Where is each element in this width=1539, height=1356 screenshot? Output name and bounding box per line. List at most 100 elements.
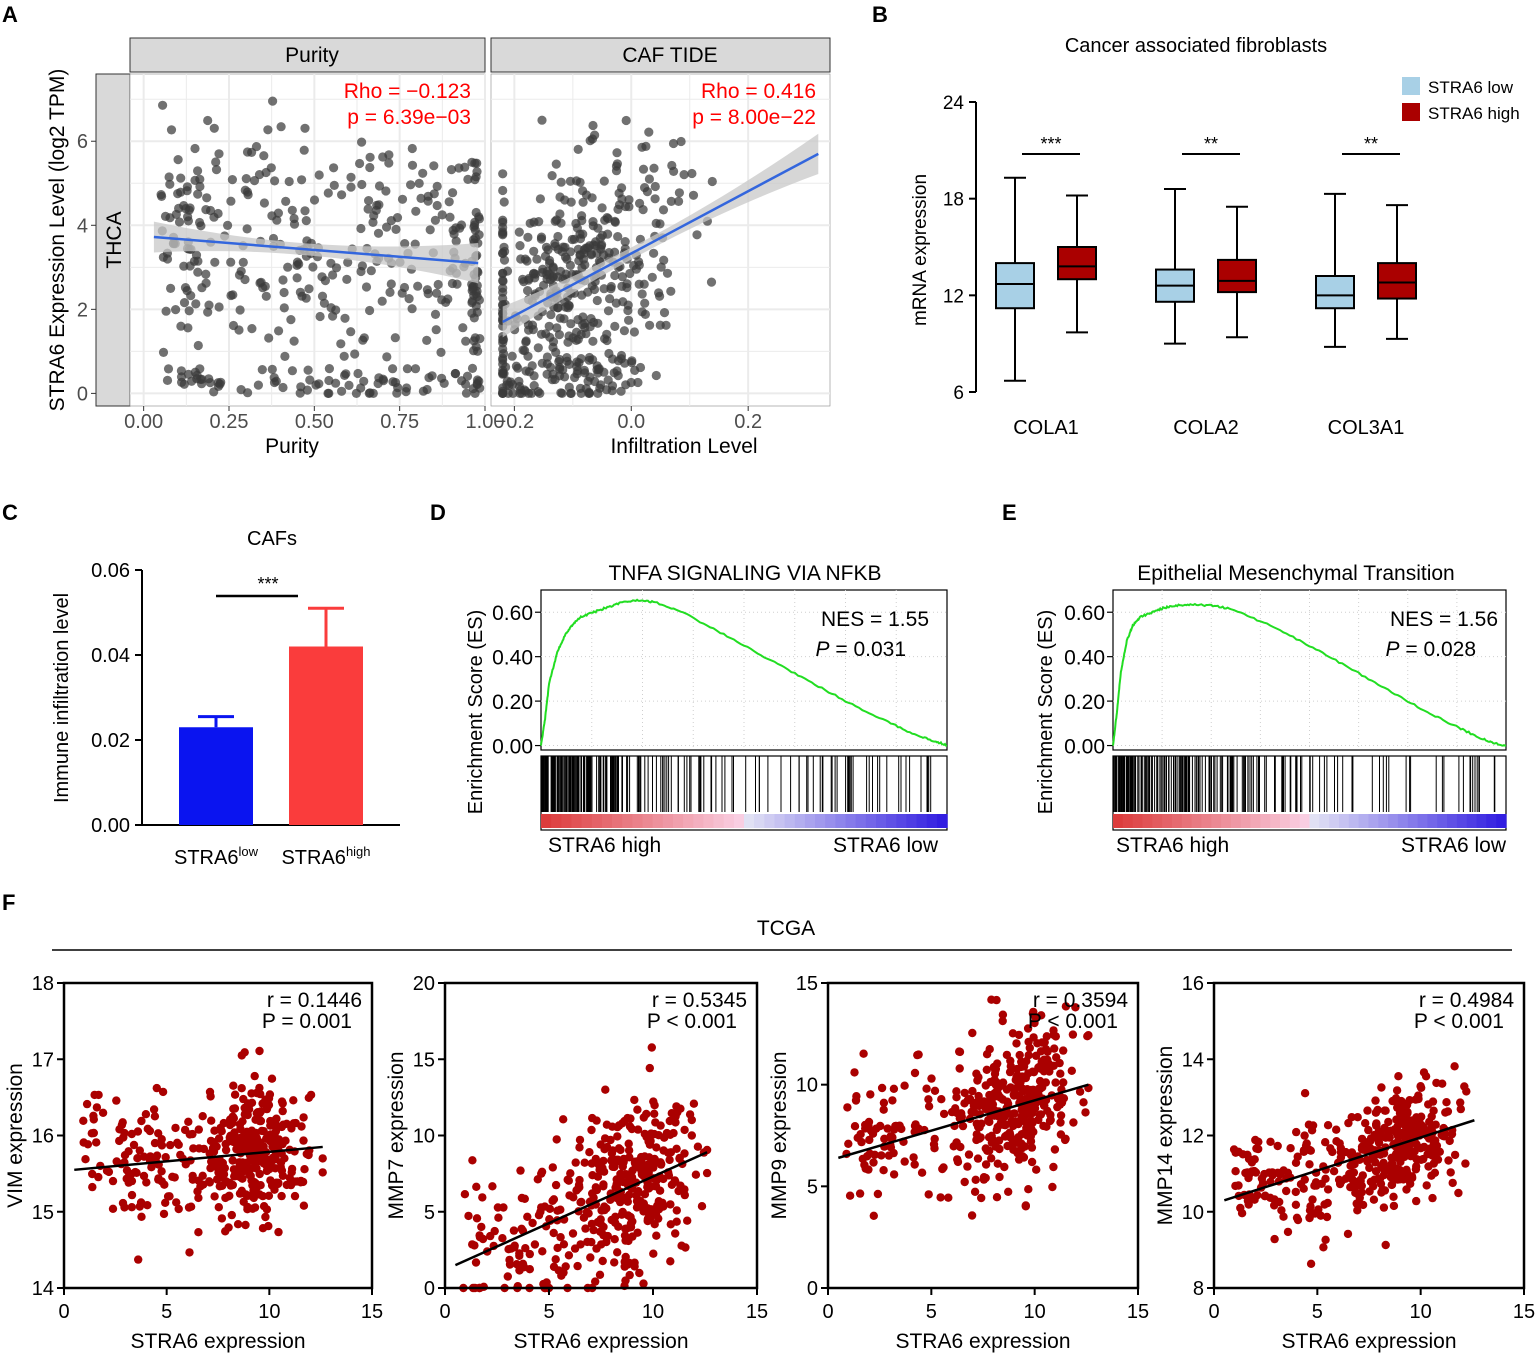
data-point	[687, 168, 697, 179]
data-point	[498, 335, 508, 345]
data-point	[306, 1090, 316, 1100]
data-point	[1050, 1044, 1059, 1053]
data-point	[498, 169, 508, 179]
data-point	[1425, 1117, 1434, 1127]
data-point	[542, 352, 553, 362]
data-point	[363, 204, 373, 214]
data-point	[625, 1122, 635, 1131]
rank-gradient-segment	[1329, 814, 1340, 828]
data-point	[689, 1099, 699, 1108]
data-point	[1039, 1121, 1048, 1131]
data-point	[164, 172, 174, 182]
data-point	[1071, 1003, 1080, 1012]
data-point	[544, 321, 554, 331]
data-point	[624, 202, 634, 212]
data-point	[930, 1086, 940, 1096]
data-point	[230, 1104, 240, 1113]
data-point	[1037, 1011, 1046, 1020]
data-point	[1020, 1142, 1030, 1151]
data-point	[1001, 1111, 1010, 1120]
data-point	[112, 1096, 121, 1105]
data-point	[195, 181, 205, 192]
data-point	[967, 1211, 977, 1220]
data-point	[150, 1138, 160, 1148]
data-point	[194, 1193, 203, 1203]
data-point	[461, 379, 471, 389]
data-point	[548, 342, 558, 352]
data-point	[498, 353, 508, 363]
data-point	[467, 286, 477, 296]
data-point	[141, 1110, 151, 1119]
data-point	[401, 387, 411, 397]
data-point	[614, 1144, 624, 1153]
data-point	[323, 188, 333, 198]
data-point	[143, 1201, 152, 1210]
data-point	[87, 1129, 97, 1138]
data-point	[1029, 1033, 1038, 1042]
data-point	[324, 364, 334, 374]
data-point	[1067, 1066, 1077, 1076]
data-point	[308, 262, 318, 272]
panel-label-f: F	[2, 890, 15, 915]
data-point	[147, 1163, 156, 1172]
data-point	[404, 294, 414, 304]
data-point	[1456, 1104, 1466, 1114]
data-point	[586, 1253, 595, 1262]
y-tick-label: 18	[943, 190, 964, 211]
data-point	[171, 305, 181, 315]
panel-e-nes: NES = 1.56	[1390, 608, 1498, 631]
data-point	[225, 1120, 235, 1130]
data-point	[337, 386, 347, 396]
data-point	[862, 1152, 872, 1161]
panel-e-p-value: = 0.028	[1400, 638, 1476, 661]
data-point	[279, 287, 289, 298]
data-point	[650, 1109, 659, 1119]
data-point	[593, 1217, 602, 1227]
data-point	[936, 1193, 945, 1202]
data-point	[1308, 1121, 1318, 1130]
data-point	[264, 333, 274, 343]
legend-swatch-low	[1402, 77, 1420, 95]
data-point	[469, 235, 479, 245]
data-point	[309, 195, 320, 205]
data-point	[624, 1146, 634, 1155]
data-point	[1273, 1141, 1282, 1151]
data-point	[632, 1191, 641, 1200]
data-point	[568, 1229, 578, 1238]
data-point	[174, 203, 184, 213]
data-point	[987, 1154, 996, 1163]
data-point	[877, 1083, 887, 1093]
data-point	[910, 1068, 920, 1078]
data-point	[174, 1204, 183, 1214]
data-point	[1001, 1132, 1010, 1141]
x-category-label: STRA6low	[174, 844, 259, 869]
data-point	[201, 269, 211, 279]
data-point	[1329, 1167, 1339, 1176]
x-tick-label: 10	[642, 1301, 664, 1323]
data-point	[596, 1140, 605, 1149]
x-tick-label: 0.2	[734, 411, 762, 433]
data-point	[888, 1096, 897, 1105]
data-point	[431, 325, 441, 335]
data-point	[220, 1163, 229, 1173]
y-tick-label: 5	[807, 1176, 818, 1198]
panel-a2-xlabel: Infiltration Level	[610, 435, 757, 458]
data-point	[179, 298, 190, 308]
data-point	[515, 241, 525, 251]
rank-gradient-segment	[1407, 814, 1419, 828]
data-point	[464, 1211, 473, 1221]
data-point	[553, 231, 563, 242]
data-point	[205, 1177, 214, 1186]
data-point	[998, 1016, 1007, 1026]
data-point	[645, 320, 655, 330]
data-point	[588, 336, 598, 346]
data-point	[649, 1249, 658, 1258]
data-point	[1432, 1078, 1441, 1088]
data-point	[289, 336, 299, 346]
data-point	[194, 1228, 203, 1237]
data-point	[108, 1176, 118, 1186]
data-point	[666, 1220, 675, 1229]
data-point	[575, 1135, 585, 1145]
data-point	[235, 305, 245, 315]
